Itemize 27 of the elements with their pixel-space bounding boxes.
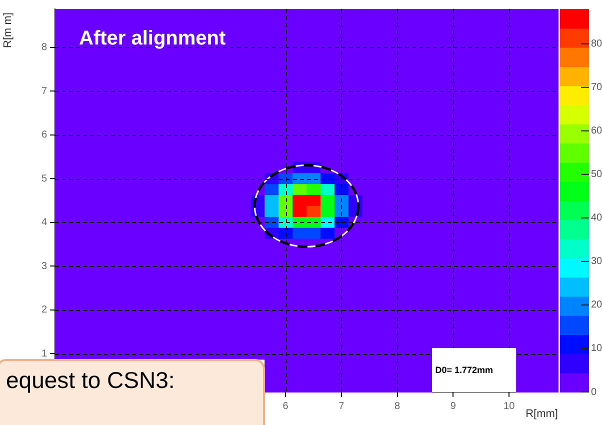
color-bar-label: 60 — [591, 126, 602, 137]
color-bar-label: 80 — [591, 38, 602, 50]
y-tick-label: 5 — [41, 173, 48, 184]
y-tick-label: 8 — [41, 42, 48, 54]
color-bar-label: 70 — [591, 82, 602, 94]
y-tick-label: 6 — [41, 130, 48, 141]
callout-box: equest to CSN3: — [0, 359, 265, 425]
x-tick-label: 7 — [338, 400, 345, 412]
y-tick-label: 4 — [41, 217, 48, 228]
color-bar-label: 30 — [591, 256, 602, 268]
color-bar-label: 20 — [591, 300, 602, 311]
color-bar-label: 0 — [591, 386, 597, 398]
y-axis-title: R[m m] — [2, 12, 14, 48]
text-box: D0= 1.772mm — [432, 348, 516, 392]
y-tick-label: 1 — [41, 348, 48, 360]
x-axis-title: R[mm] — [526, 408, 558, 420]
x-tick-label: 6 — [282, 400, 289, 412]
text: After alignment — [79, 28, 226, 50]
x-tick-label: 8 — [394, 400, 401, 412]
color-bar-label: 50 — [591, 169, 602, 180]
x-tick-label: 10 — [504, 400, 516, 412]
x-tick-label: 9 — [450, 400, 456, 412]
y-tick-label: 3 — [41, 260, 48, 272]
y-tick-label: 2 — [41, 304, 48, 316]
y-tick-label: 7 — [41, 86, 48, 97]
color-bar-label: 10 — [591, 343, 602, 354]
color-bar-label: 40 — [591, 212, 602, 224]
